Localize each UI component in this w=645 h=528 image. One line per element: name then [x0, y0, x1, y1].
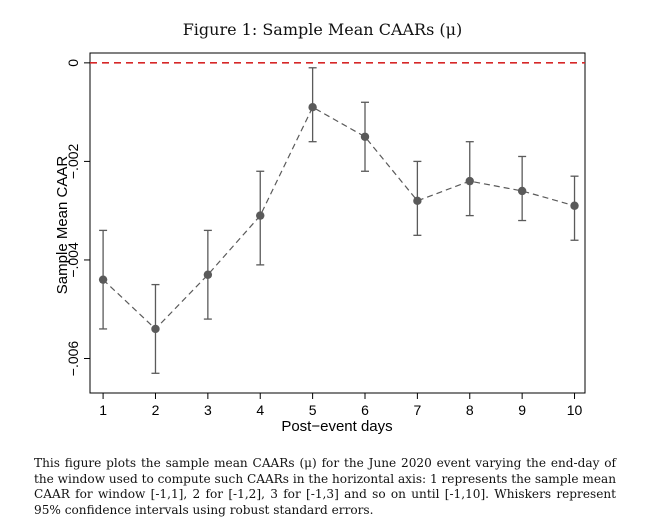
x-tick-label: 7 [413, 402, 421, 418]
errorbar-layer [99, 67, 579, 374]
x-tick-label: 10 [567, 402, 583, 418]
x-axis: 1 2 3 4 5 6 7 8 9 10 [99, 393, 583, 418]
series-line-layer [102, 106, 575, 330]
y-tick-label: 0 [65, 59, 81, 67]
y-axis: 0 −.002 −.004 −.006 [65, 59, 90, 376]
data-point [570, 201, 579, 210]
x-axis-label: Post−event days [281, 418, 392, 435]
figure-title: Figure 1: Sample Mean CAARs (μ) [182, 20, 463, 39]
x-tick-label: 2 [152, 402, 160, 418]
data-point [360, 132, 370, 141]
data-point [98, 275, 108, 284]
point-layer [98, 103, 579, 334]
data-point [517, 186, 527, 196]
figure-caption: This figure plots the sample mean CAARs … [34, 456, 616, 517]
data-point [203, 270, 213, 279]
y-tick-label: −.002 [65, 143, 81, 179]
x-tick-label: 6 [361, 402, 369, 418]
x-tick-label: 5 [309, 402, 317, 418]
data-point [256, 211, 265, 220]
x-tick-label: 4 [256, 402, 264, 418]
data-point [413, 196, 422, 206]
x-tick-label: 9 [518, 402, 526, 418]
x-tick-label: 1 [99, 402, 107, 418]
x-tick-label: 3 [204, 402, 212, 418]
y-tick-label: −.006 [65, 341, 81, 377]
chart: 0 −.002 −.004 −.006 1 2 3 4 5 6 7 8 9 10 Post−event … [54, 52, 586, 435]
data-point [151, 324, 160, 334]
y-axis-label: Sample Mean CAAR [54, 156, 71, 295]
y-tick-label: −.004 [65, 242, 81, 278]
series-line [102, 106, 575, 330]
data-point [465, 176, 474, 186]
data-point [308, 103, 317, 112]
x-tick-label: 8 [466, 402, 474, 418]
plot-area-frame [89, 52, 586, 394]
